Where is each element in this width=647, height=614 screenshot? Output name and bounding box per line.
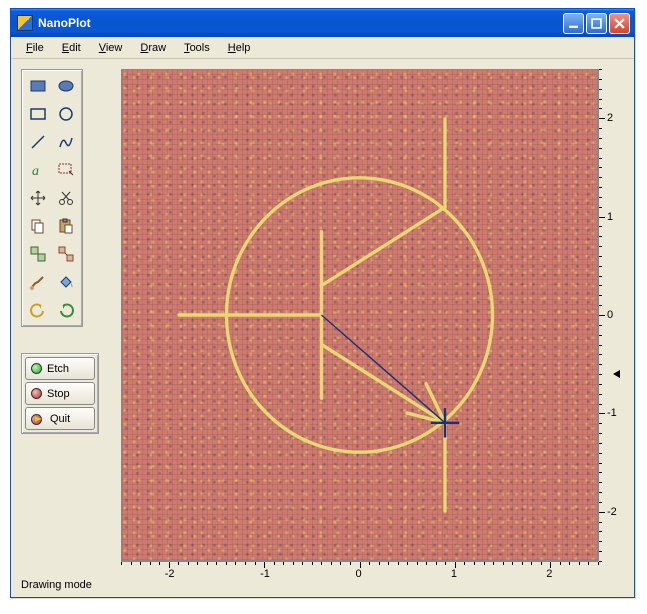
stop-label: Stop bbox=[47, 388, 70, 400]
action-buttons: Etch Stop Quit bbox=[21, 353, 99, 434]
play-icon bbox=[31, 363, 42, 374]
copy-icon[interactable] bbox=[24, 212, 52, 240]
x-ruler: -2-1012 bbox=[121, 561, 598, 583]
quit-label: Quit bbox=[50, 413, 70, 425]
canvas[interactable] bbox=[121, 69, 598, 561]
close-button[interactable] bbox=[609, 13, 630, 34]
sidebar: a Etch Stop bbox=[11, 59, 121, 597]
undo-icon[interactable] bbox=[24, 296, 52, 324]
quit-button[interactable]: Quit bbox=[25, 407, 95, 430]
menubar: File Edit View Draw Tools Help bbox=[11, 37, 634, 59]
y-ruler: -2-1012 bbox=[598, 69, 622, 561]
move-icon[interactable] bbox=[24, 184, 52, 212]
app-window: NanoPlot File Edit View Draw Tools Help bbox=[10, 8, 635, 598]
window-controls bbox=[563, 13, 630, 34]
titlebar[interactable]: NanoPlot bbox=[11, 9, 634, 37]
tool-palette: a bbox=[21, 69, 83, 327]
menu-draw[interactable]: Draw bbox=[131, 39, 175, 57]
rect-icon[interactable] bbox=[24, 72, 52, 100]
menu-file[interactable]: File bbox=[17, 39, 53, 57]
menu-view[interactable]: View bbox=[90, 39, 132, 57]
ellipse-icon[interactable] bbox=[52, 72, 80, 100]
freehand-icon[interactable] bbox=[52, 128, 80, 156]
line-icon[interactable] bbox=[24, 128, 52, 156]
minimize-button[interactable] bbox=[563, 13, 584, 34]
lasso-icon[interactable] bbox=[52, 156, 80, 184]
exit-icon bbox=[31, 413, 45, 424]
rect-outline-icon[interactable] bbox=[24, 100, 52, 128]
menu-help[interactable]: Help bbox=[219, 39, 260, 57]
stop-icon bbox=[31, 388, 42, 399]
etch-label: Etch bbox=[47, 363, 69, 375]
paste-icon[interactable] bbox=[52, 212, 80, 240]
menu-tools[interactable]: Tools bbox=[175, 39, 219, 57]
brush-icon[interactable] bbox=[24, 268, 52, 296]
etch-button[interactable]: Etch bbox=[25, 357, 95, 380]
plot-area: -2-1012 -2-1012 bbox=[121, 69, 622, 583]
nanoplot-app-icon bbox=[17, 15, 33, 31]
menu-edit[interactable]: Edit bbox=[53, 39, 90, 57]
stop-button[interactable]: Stop bbox=[25, 382, 95, 405]
canvas-drawing bbox=[122, 70, 597, 560]
status-text: Drawing mode bbox=[21, 579, 92, 591]
cut-icon[interactable] bbox=[52, 184, 80, 212]
client-area: a Etch Stop bbox=[11, 59, 634, 597]
circle-outline-icon[interactable] bbox=[52, 100, 80, 128]
maximize-button[interactable] bbox=[586, 13, 607, 34]
text-icon[interactable]: a bbox=[24, 156, 52, 184]
window-title: NanoPlot bbox=[38, 16, 563, 30]
redo-icon[interactable] bbox=[52, 296, 80, 324]
svg-text:a: a bbox=[32, 164, 39, 179]
fill-icon[interactable] bbox=[52, 268, 80, 296]
ungroup-icon[interactable] bbox=[52, 240, 80, 268]
group-icon[interactable] bbox=[24, 240, 52, 268]
